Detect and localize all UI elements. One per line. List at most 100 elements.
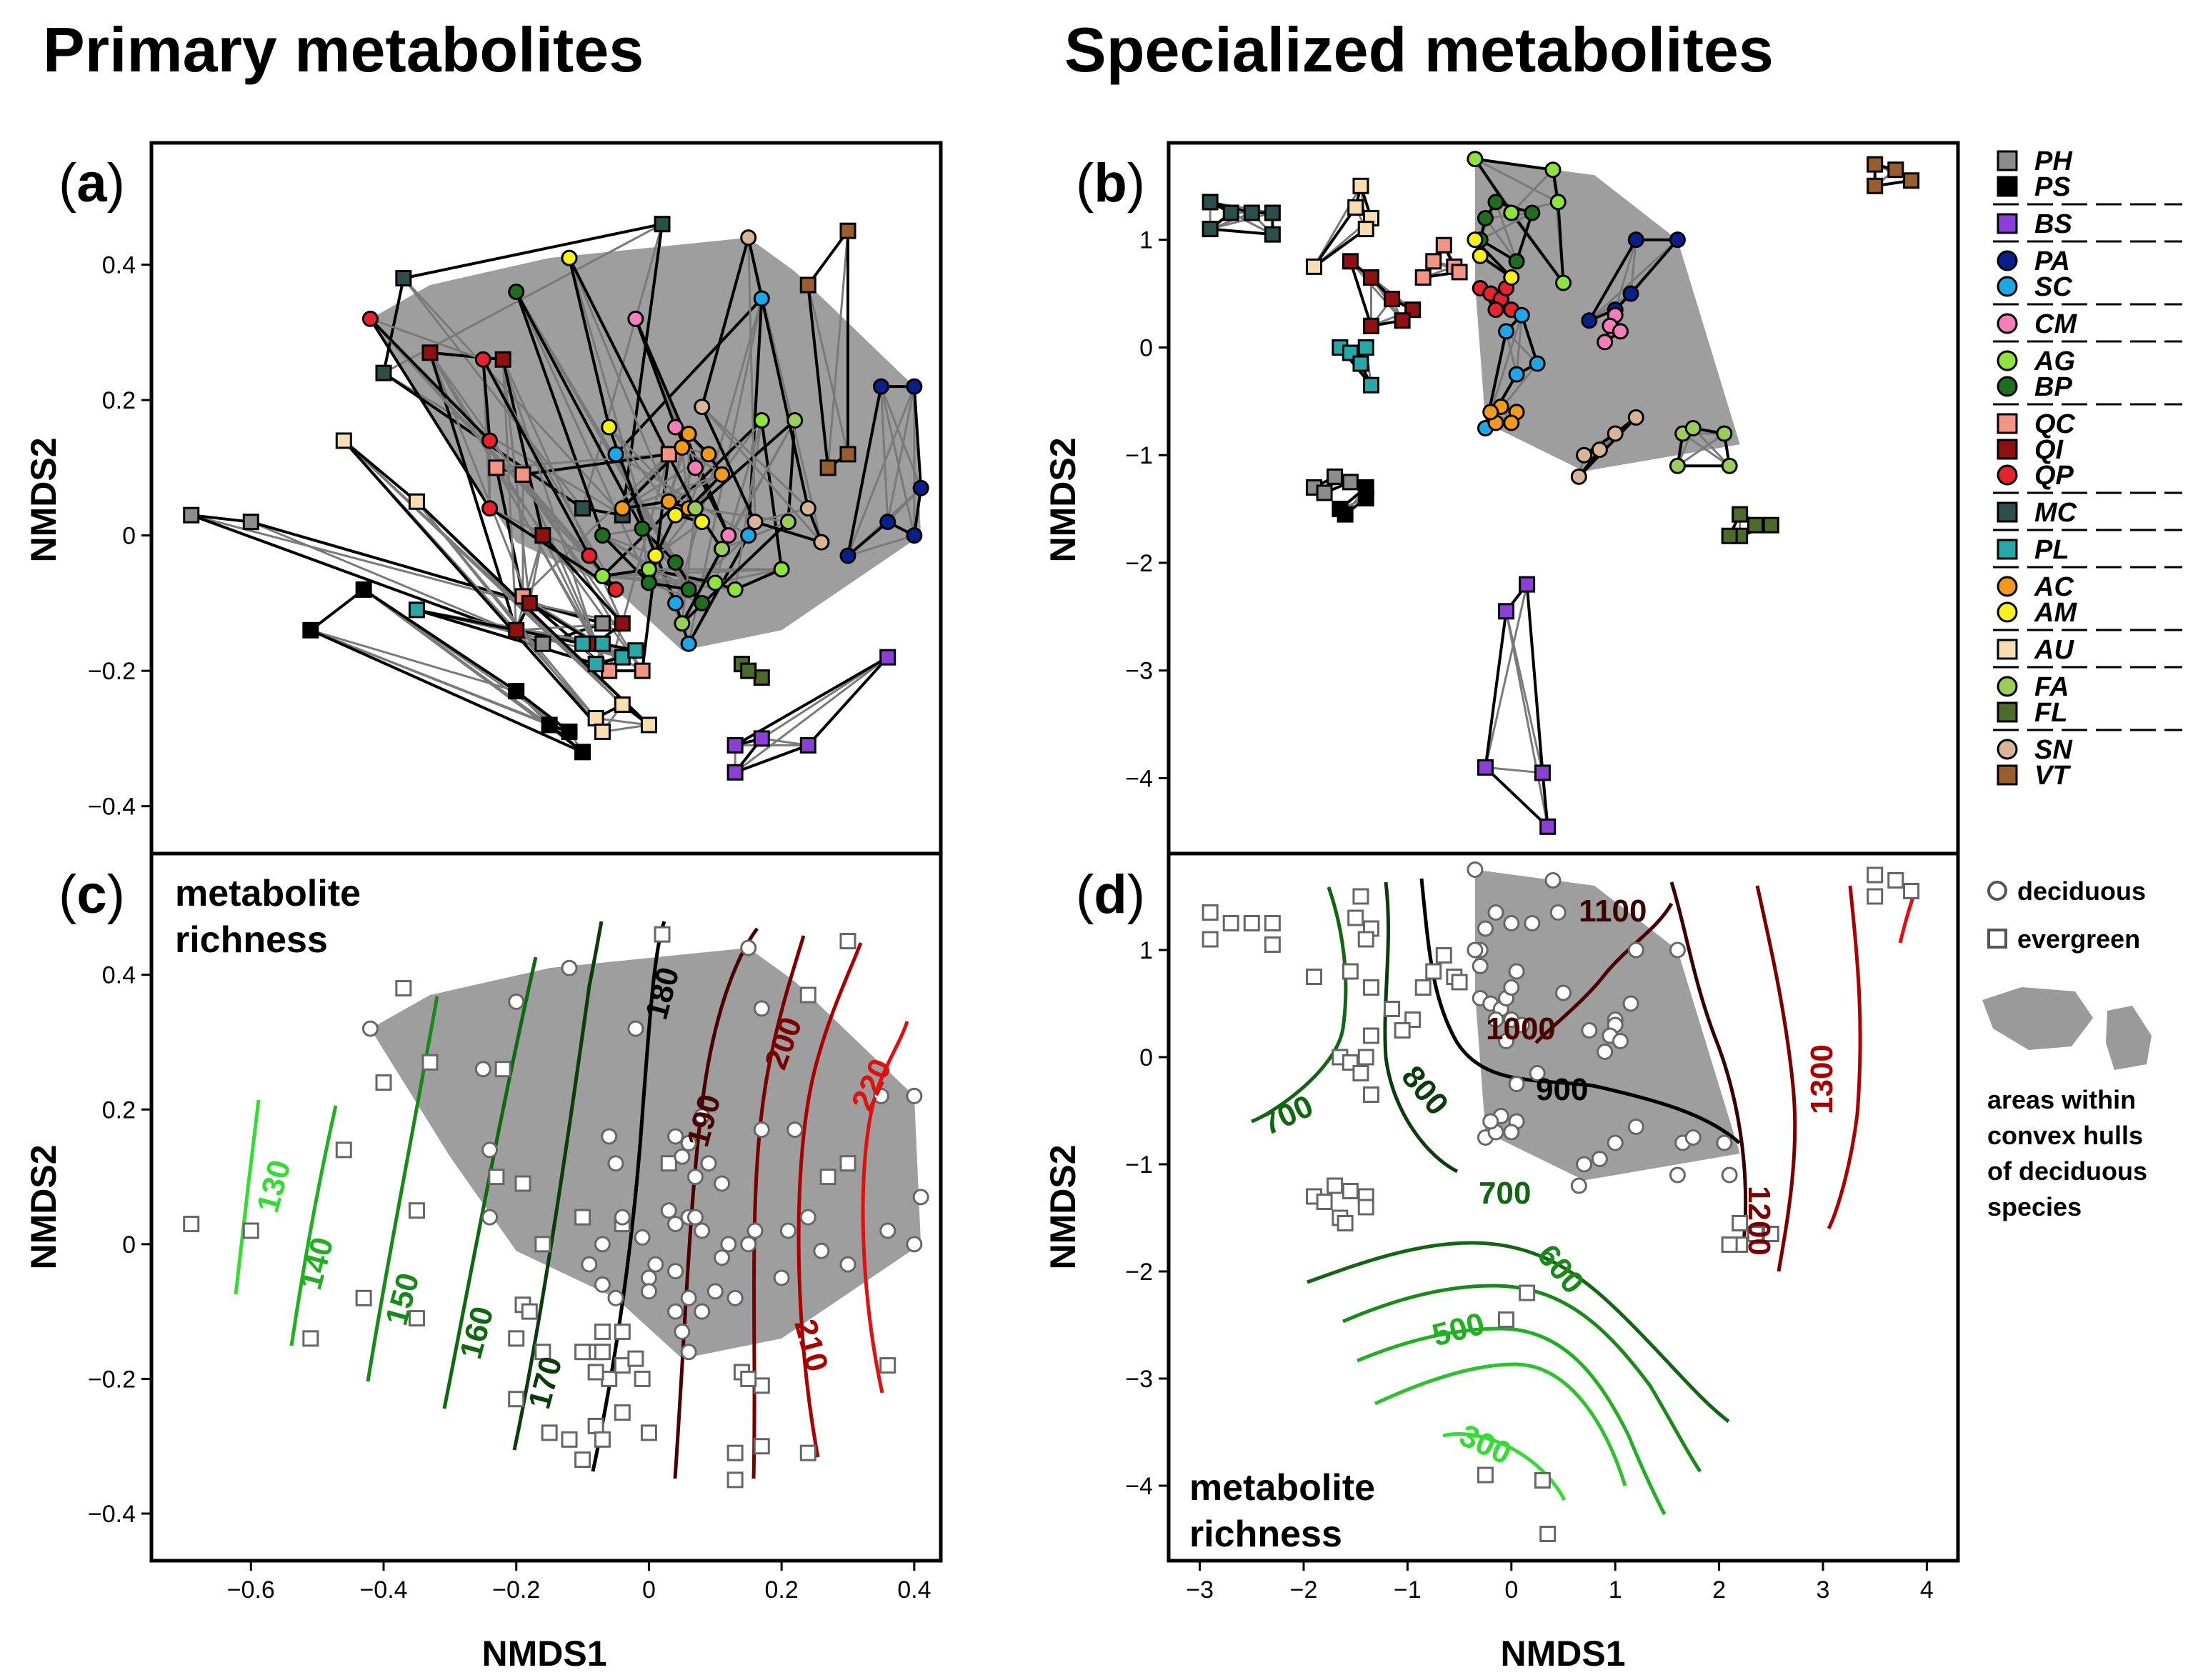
contour-label-1000: 1000 bbox=[1486, 1011, 1556, 1046]
point-AM bbox=[1467, 231, 1484, 249]
point-AM bbox=[1472, 958, 1489, 974]
species-outline-QI bbox=[429, 351, 624, 646]
point-PA bbox=[872, 1087, 889, 1104]
contour-d-1200 bbox=[1755, 885, 1797, 1272]
contour-label-900: 900 bbox=[1536, 1072, 1588, 1107]
y-tick-label: 0 bbox=[122, 523, 136, 550]
y-tick-label: −0.2 bbox=[88, 658, 136, 685]
hull-swatch-icon bbox=[1982, 987, 2093, 1050]
point-MC bbox=[395, 980, 412, 997]
point-VT bbox=[1887, 872, 1904, 889]
point-SN bbox=[1607, 425, 1624, 442]
point-AU bbox=[408, 493, 425, 510]
point-AU bbox=[1347, 909, 1364, 926]
point-AU bbox=[1352, 177, 1369, 194]
point-QI bbox=[1384, 1001, 1401, 1017]
legend-marker-QC bbox=[1997, 413, 2018, 434]
panel-d-y-ticks: −4 −3 −2 −1 0 1 bbox=[1125, 937, 1169, 1500]
legend-marker-AC bbox=[1997, 576, 2018, 597]
legend-deciduous: deciduous bbox=[2017, 876, 2146, 906]
point-AU bbox=[1357, 931, 1374, 948]
point-FL bbox=[1732, 1215, 1749, 1231]
point-QI bbox=[508, 1330, 525, 1347]
point-AC bbox=[614, 500, 631, 517]
panel-c-xlabel: NMDS1 bbox=[481, 1634, 606, 1674]
point-FA bbox=[674, 615, 691, 632]
contour-label-1200: 1200 bbox=[1742, 1186, 1777, 1256]
link-QI bbox=[501, 359, 518, 631]
point-FA bbox=[1721, 457, 1738, 474]
point-MC bbox=[375, 1074, 392, 1091]
point-AU bbox=[1352, 888, 1369, 905]
point-QP bbox=[361, 1020, 379, 1037]
point-PS bbox=[541, 716, 558, 734]
y-tick-label: −0.4 bbox=[88, 794, 136, 821]
legend-marker-SN bbox=[1997, 739, 2018, 760]
point-MC bbox=[1243, 204, 1260, 221]
point-QC bbox=[1451, 974, 1468, 991]
point-QP bbox=[481, 500, 499, 517]
point-VT bbox=[1867, 888, 1884, 905]
point-PS bbox=[561, 723, 578, 740]
point-BS bbox=[753, 1438, 770, 1455]
point-QC bbox=[1435, 947, 1452, 964]
point-AM bbox=[647, 1256, 664, 1273]
point-FA bbox=[786, 412, 804, 429]
point-PL bbox=[614, 649, 631, 666]
point-SC bbox=[1513, 306, 1530, 324]
point-BP bbox=[594, 1236, 611, 1253]
link-AG bbox=[1474, 158, 1559, 204]
point-BS bbox=[879, 1357, 896, 1374]
point-AM bbox=[667, 1216, 684, 1233]
point-AC bbox=[614, 1209, 631, 1226]
point-QC bbox=[660, 1155, 677, 1172]
point-BS bbox=[1534, 764, 1551, 781]
y-tick-label: −0.2 bbox=[88, 1366, 136, 1393]
panel-c-hull bbox=[370, 948, 921, 1359]
point-QP bbox=[474, 351, 491, 368]
x-tick-label: −0.2 bbox=[492, 1576, 540, 1604]
link-QI bbox=[515, 535, 544, 631]
contour-130 bbox=[234, 1099, 261, 1295]
point-PH bbox=[534, 1344, 551, 1361]
panel-d: 1100 1000 900 800 700 700 600 500 300 13… bbox=[1043, 851, 1960, 1674]
link-PA bbox=[1588, 239, 1679, 321]
link-QP bbox=[369, 317, 484, 361]
point-SN bbox=[813, 534, 830, 551]
species-outline-AU bbox=[1312, 184, 1373, 269]
point-PS bbox=[302, 621, 319, 639]
point-SN bbox=[1576, 1156, 1593, 1173]
point-QI bbox=[614, 615, 631, 632]
deciduous-hull-area bbox=[370, 948, 921, 1359]
point-QI bbox=[534, 527, 551, 544]
point-SN bbox=[1607, 1134, 1624, 1151]
point-BP bbox=[640, 574, 657, 591]
point-PL bbox=[594, 635, 611, 652]
point-SC bbox=[740, 527, 757, 544]
link-MC bbox=[383, 371, 624, 516]
point-AU bbox=[1306, 969, 1323, 985]
point-PH bbox=[594, 1323, 611, 1340]
point-SC bbox=[1508, 366, 1525, 383]
point-BP bbox=[634, 520, 651, 537]
point-PH bbox=[1327, 1177, 1344, 1194]
panel-d-annotation-line2: richness bbox=[1189, 1514, 1342, 1555]
point-PL bbox=[1357, 339, 1374, 356]
point-AC bbox=[714, 466, 731, 483]
panel-d-label: (d) bbox=[1076, 864, 1145, 925]
point-PA bbox=[1669, 941, 1686, 959]
point-PL bbox=[587, 656, 604, 673]
y-tick-label: 0.4 bbox=[102, 962, 136, 989]
point-AG bbox=[706, 574, 724, 591]
point-FA bbox=[779, 1222, 796, 1239]
panel-a: −0.4 −0.2 0 0.2 0.4 (a) NMDS2 bbox=[24, 141, 943, 856]
point-FL bbox=[1732, 506, 1749, 523]
legend-label-PL: PL bbox=[2034, 535, 2069, 565]
point-SC bbox=[740, 1236, 757, 1253]
point-SN bbox=[1570, 1177, 1587, 1194]
contour-220 bbox=[861, 1021, 909, 1394]
point-AU bbox=[614, 696, 631, 714]
point-BP bbox=[1524, 204, 1541, 221]
point-BS bbox=[726, 736, 744, 754]
point-QI bbox=[1363, 1027, 1380, 1044]
